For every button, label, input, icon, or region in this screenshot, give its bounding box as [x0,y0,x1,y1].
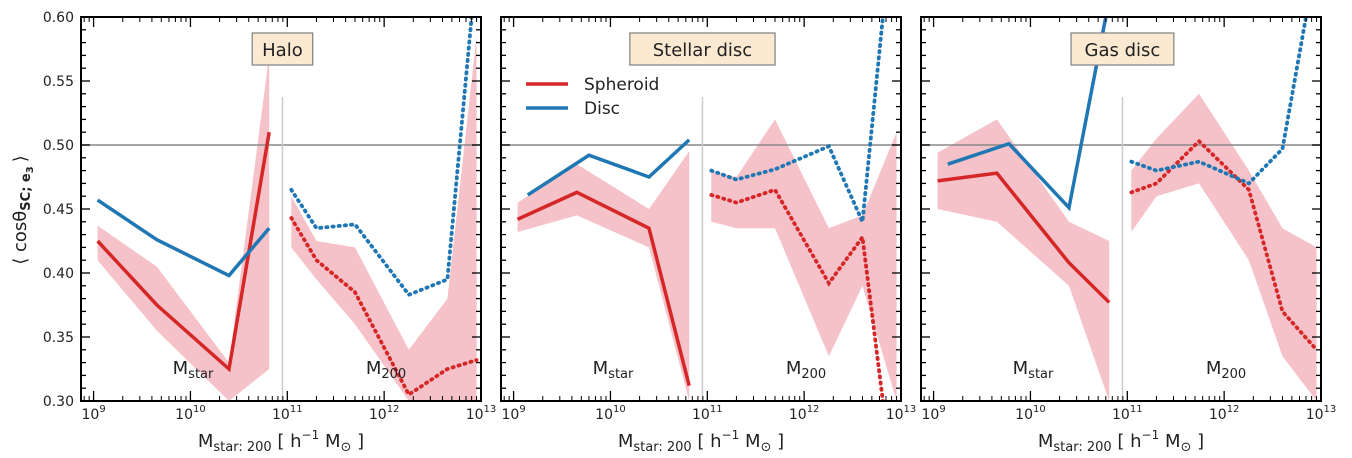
scatter-band-2 [1131,93,1317,401]
panel-3: 109 1010 1011 1012 1013 Mstar: 200 [ h−1 M⊙ ]… [920,16,1337,455]
scatter-band-1 [937,119,1110,401]
x-tick-label: 1011 [692,404,723,423]
panel-title: Stellar disc [653,40,752,61]
panel-title: Gas disc [1085,40,1161,61]
series-disc-solid [526,138,691,197]
y-tick-label: 0.50 [43,138,74,154]
plot-area [501,17,901,401]
series-spheroid-solid [516,190,691,387]
x-tick-label: 1013 [466,404,497,423]
plot-area [81,17,481,401]
scatter-band-1 [97,55,270,401]
x-tick-label: 109 [921,404,945,423]
x-axis-label: Mstar: 200 [ h−1 M⊙ ] [618,428,784,454]
x-tick-label: 1011 [272,404,303,423]
panel-1: 0.30 0.35 0.40 0.45 0.50 0.55 0.60 109 1010 1011 1… [43,10,497,455]
x-tick-label: 1012 [1209,404,1240,423]
panel-2: 109 1010 1011 1012 1013 Mstar: 200 [ h−1 M⊙ ]… [500,16,917,455]
y-tick-label: 0.30 [43,394,74,410]
x-tick-label: 1013 [886,404,917,423]
panel-title: Halo [262,40,303,61]
series-spheroid-dotted [709,187,885,401]
x-tick-label: 1011 [1112,404,1143,423]
x-tick-label: 109 [81,404,105,423]
series-disc-dotted [709,17,885,230]
region-label-mstar: Mstar [593,358,634,382]
y-tick-label: 0.45 [43,202,74,218]
series-disc-dotted [289,17,474,298]
y-tick-label: 0.60 [43,10,74,26]
region-label-mstar: Mstar [1013,358,1054,382]
x-tick-label: 109 [501,404,525,423]
plot-area [921,17,1321,401]
series-disc-dotted [1129,17,1308,186]
panel-title-box [251,32,314,66]
region-label-m200: M200 [366,358,406,382]
series-disc-solid [96,198,271,278]
x-axis-label: Mstar: 200 [ h−1 M⊙ ] [1038,428,1204,454]
x-tick-label: 1010 [595,404,626,423]
x-tick-label: 1013 [1306,404,1337,423]
series-spheroid-dotted [289,216,479,398]
y-tick-label: 0.40 [43,266,74,282]
region-label-m200: M200 [1206,358,1246,382]
series-spheroid-dotted [1129,138,1319,352]
region-label-mstar: Mstar [173,358,214,382]
x-axis-label: Mstar: 200 [ h−1 M⊙ ] [198,428,364,454]
y-axis-label: ⟨ cosθSC; e3⟩ [10,155,36,265]
y-tick-label: 0.35 [43,330,74,346]
panel-title-box [629,32,776,66]
scatter-band-1 [517,151,690,401]
y-tick-label: 0.55 [43,74,74,90]
svg-text:⟨ cosθSC; e3⟩: ⟨ cosθSC; e3⟩ [10,155,36,265]
x-tick-label: 1010 [1015,404,1046,423]
series-disc-solid [947,17,1108,212]
scatter-band-2 [711,119,897,401]
panel-title-box [1070,32,1175,66]
x-tick-label: 1012 [789,404,820,423]
x-tick-label: 1010 [175,404,206,423]
region-label-m200: M200 [786,358,826,382]
legend-label-spheroid: Spheroid [584,75,659,95]
legend: Spheroid Disc [526,75,659,119]
series-spheroid-solid [937,171,1111,304]
x-tick-label: 1012 [369,404,400,423]
legend-label-disc: Disc [584,99,620,119]
